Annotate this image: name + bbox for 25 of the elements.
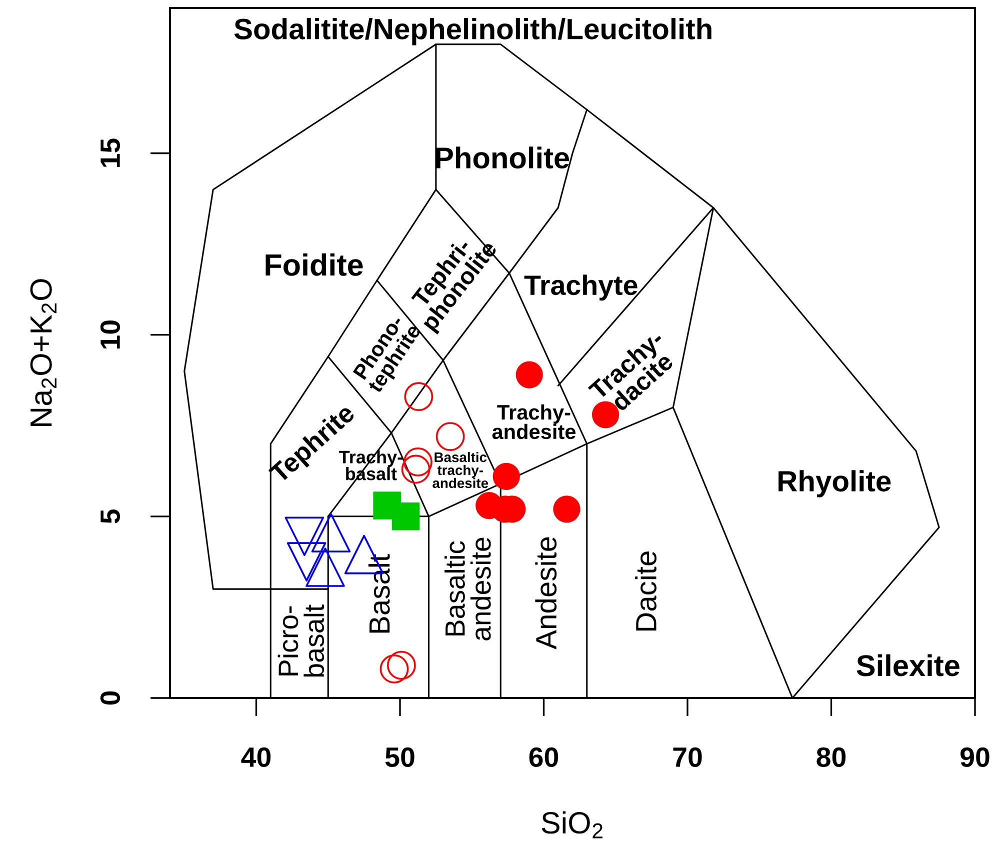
y-tick-label: 0 (100, 691, 120, 705)
y-tick-label: 10 (100, 320, 120, 349)
annotation: Sodalitite/Nephelinolith/Leucitolith (234, 18, 712, 46)
annotation: Trachy- andesite (492, 404, 576, 440)
x-axis-title: SiO$_{2}$ (542, 811, 602, 838)
annotation: Basalt (368, 554, 390, 633)
annotation: Picro- basalt (278, 604, 324, 677)
annotation: Foidite (266, 253, 363, 276)
annotation: Andesite (535, 537, 557, 650)
x-tick-label: 60 (529, 747, 558, 768)
annotation: Silexite (856, 654, 960, 676)
x-tick-label: 50 (385, 747, 414, 768)
y-axis-title: Na$_{2}$O+K$_{2}$O (30, 279, 56, 426)
y-tick-label: 15 (100, 138, 120, 167)
annotation: Basaltic trachy- andesite (432, 452, 488, 488)
annotation: Trachyte (524, 274, 638, 301)
y-tick-label: 5 (100, 509, 120, 524)
x-tick-label: 70 (673, 747, 702, 768)
annotation: Phonolite (436, 146, 570, 169)
x-tick-label: 90 (960, 747, 990, 768)
annotation: Basaltic andesite (444, 538, 491, 640)
annotation: Rhyolite (778, 470, 891, 498)
x-tick-label: 40 (241, 747, 271, 768)
x-tick-label: 80 (816, 747, 846, 768)
annotation: Dacite (635, 552, 657, 631)
